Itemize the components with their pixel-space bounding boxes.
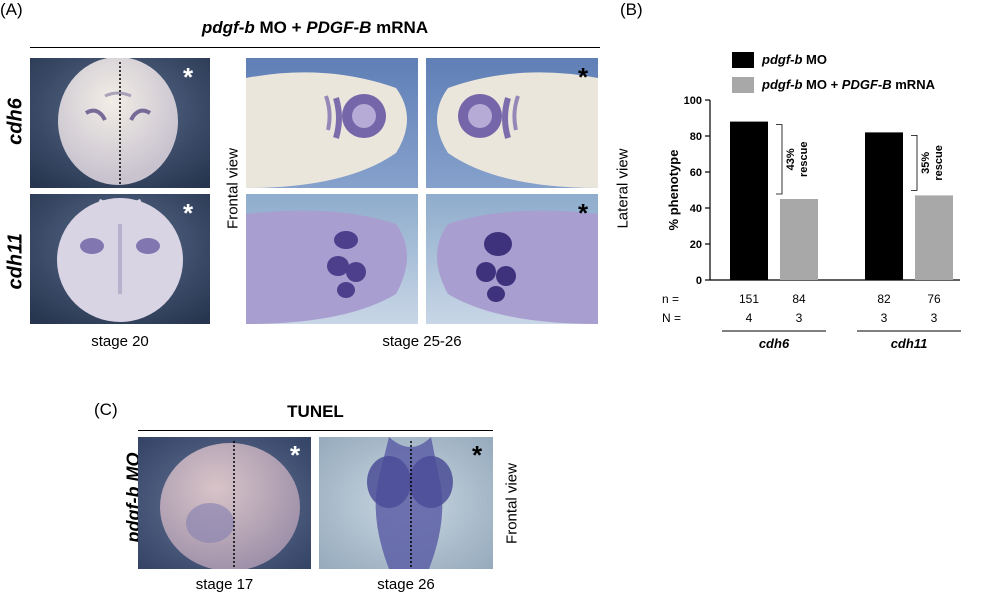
star-marker-stage-17: * xyxy=(290,440,301,470)
bar-cdh6-morphant xyxy=(730,121,768,280)
row-label-cdh6: cdh6 xyxy=(4,98,27,145)
legend-swatch-rescued xyxy=(732,77,754,93)
embryo-image-cdh11-lateral-morphant xyxy=(246,194,418,324)
caption-stage-17: stage 17 xyxy=(195,576,254,593)
legend-label-rescued-mid: MO + xyxy=(802,77,842,92)
panel-a-title-mid: MO + xyxy=(254,18,307,37)
n-value: 151 xyxy=(739,292,759,306)
legend-label-rescued: pdgf-b MO + PDGF-B mRNA xyxy=(762,77,935,92)
legend-swatch-morphant xyxy=(732,52,754,68)
N-value: 3 xyxy=(796,311,803,325)
star-marker-cdh11-frontal: * xyxy=(183,198,194,228)
rescue-bracket-cdh11 xyxy=(911,135,918,191)
panel-a-title-mrna-gene: PDGF-B xyxy=(306,18,372,37)
y-tick-label: 60 xyxy=(690,167,702,179)
panel-a-title: pdgf-b MO + PDGF-B mRNA xyxy=(30,18,600,38)
star-marker-cdh11-lateral: * xyxy=(578,198,589,228)
panel-c-label: (C) xyxy=(94,400,118,419)
rescue-label-cdh6: 43%rescue xyxy=(785,142,810,177)
star-marker-cdh6-lateral: * xyxy=(578,62,589,92)
rescue-label-line: rescue xyxy=(798,142,810,177)
legend-label-rescued-mrna-gene: PDGF-B xyxy=(841,77,892,92)
y-tick-label: 0 xyxy=(696,275,702,287)
rescue-label-line: 35% xyxy=(920,152,932,174)
legend-label-rescued-end: mRNA xyxy=(891,77,935,92)
N-value: 3 xyxy=(881,311,888,325)
panel-c-title: TUNEL xyxy=(287,402,344,421)
n-value: 82 xyxy=(877,292,891,306)
panel-a-label: (A) xyxy=(0,0,23,19)
bar-cdh11-morphant xyxy=(865,132,903,280)
n-row-label: n = xyxy=(662,292,679,306)
panel-c-frontal-view-label: Frontal view xyxy=(503,463,521,544)
N-row-label: N = xyxy=(662,311,681,325)
embryo-image-cdh11-frontal xyxy=(30,194,210,324)
y-tick-label: 100 xyxy=(684,95,702,107)
tunel-image-stage-26 xyxy=(319,437,493,569)
bar-cdh6-rescued xyxy=(780,199,818,280)
panel-a-title-end: mRNA xyxy=(371,18,429,37)
embryo-image-cdh6-lateral-rescued xyxy=(426,58,598,188)
panel-a-title-gene: pdgf-b xyxy=(201,18,255,37)
legend-label-morphant-rest: MO xyxy=(802,52,827,67)
rescue-label-line: rescue xyxy=(933,145,945,180)
star-marker-stage-26: * xyxy=(472,440,483,470)
n-value: 76 xyxy=(927,292,941,306)
y-tick-label: 20 xyxy=(690,239,702,251)
group-label-cdh6: cdh6 xyxy=(759,336,790,350)
embryo-image-cdh6-lateral-morphant xyxy=(246,58,418,188)
embryo-image-cdh11-lateral-rescued xyxy=(426,194,598,324)
bar-cdh11-rescued xyxy=(915,195,953,280)
y-tick-label: 80 xyxy=(690,131,702,143)
y-axis-title: % phenotype xyxy=(666,150,681,231)
legend-label-morphant-gene: pdgf-b xyxy=(762,52,803,67)
caption-stage-25-26: stage 25-26 xyxy=(382,333,462,350)
N-value: 4 xyxy=(746,311,753,325)
row-label-cdh11: cdh11 xyxy=(4,233,27,290)
legend-label-rescued-gene: pdgf-b xyxy=(762,77,803,92)
panel-c-title-rule xyxy=(138,430,493,431)
rescue-label-line: 43% xyxy=(785,148,797,170)
y-tick-label: 40 xyxy=(690,203,702,215)
N-value: 3 xyxy=(931,311,938,325)
group-label-cdh11: cdh11 xyxy=(891,336,928,350)
rescue-label-cdh11: 35%rescue xyxy=(920,145,945,180)
caption-stage-20: stage 20 xyxy=(91,333,149,350)
n-value: 84 xyxy=(792,292,806,306)
panel-b-label: (B) xyxy=(620,0,643,19)
tunel-image-stage-17 xyxy=(138,437,311,569)
star-marker-cdh6-frontal: * xyxy=(183,62,194,92)
caption-stage-26: stage 26 xyxy=(377,576,435,593)
lateral-view-label: Lateral view xyxy=(614,148,632,229)
frontal-view-label: Frontal view xyxy=(224,148,242,229)
rescue-bracket-cdh6 xyxy=(776,124,783,195)
panel-a-title-rule xyxy=(30,47,600,48)
legend-label-morphant: pdgf-b MO xyxy=(762,52,827,67)
embryo-image-cdh6-frontal xyxy=(30,58,210,188)
